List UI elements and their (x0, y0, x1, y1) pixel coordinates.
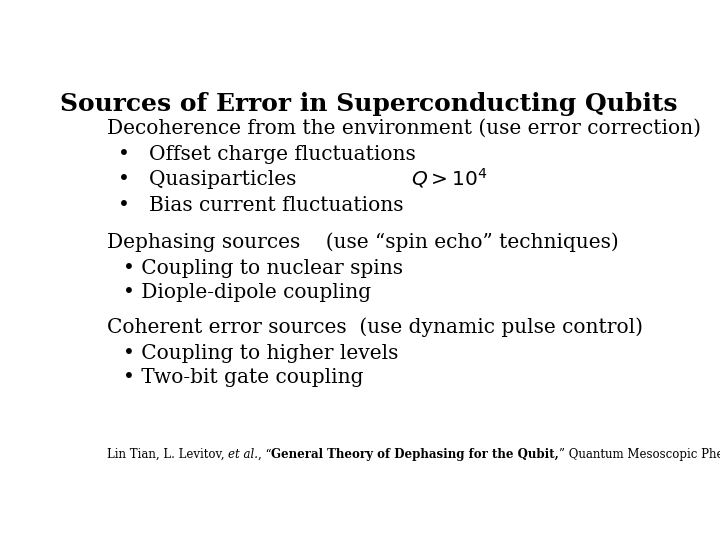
Text: •   Bias current fluctuations: • Bias current fluctuations (118, 196, 403, 215)
Text: Sources of Error in Superconducting Qubits: Sources of Error in Superconducting Qubi… (60, 92, 678, 116)
Text: Lin Tian, L. Levitov,: Lin Tian, L. Levitov, (107, 448, 228, 461)
Text: General Theory of Dephasing for the Qubit,: General Theory of Dephasing for the Qubi… (271, 448, 559, 461)
Text: •   Quasiparticles: • Quasiparticles (118, 171, 296, 190)
Text: ” Quantum Mesoscopic Phenomena: ” Quantum Mesoscopic Phenomena (559, 448, 720, 461)
Text: • Diople-dipole coupling: • Diople-dipole coupling (124, 282, 372, 302)
Text: •   Offset charge fluctuations: • Offset charge fluctuations (118, 145, 415, 164)
Text: • Coupling to nuclear spins: • Coupling to nuclear spins (124, 259, 403, 278)
Text: • Coupling to higher levels: • Coupling to higher levels (124, 344, 399, 363)
Text: Coherent error sources  (use dynamic pulse control): Coherent error sources (use dynamic puls… (107, 318, 643, 337)
Text: Dephasing sources    (use “spin echo” techniques): Dephasing sources (use “spin echo” techn… (107, 232, 618, 252)
Text: • Two-bit gate coupling: • Two-bit gate coupling (124, 368, 364, 387)
Text: et al.: et al. (228, 448, 258, 461)
Text: , “: , “ (258, 448, 271, 461)
Text: $Q > 10^{4}$: $Q > 10^{4}$ (411, 166, 487, 190)
Text: Decoherence from the environment (use error correction): Decoherence from the environment (use er… (107, 118, 701, 137)
